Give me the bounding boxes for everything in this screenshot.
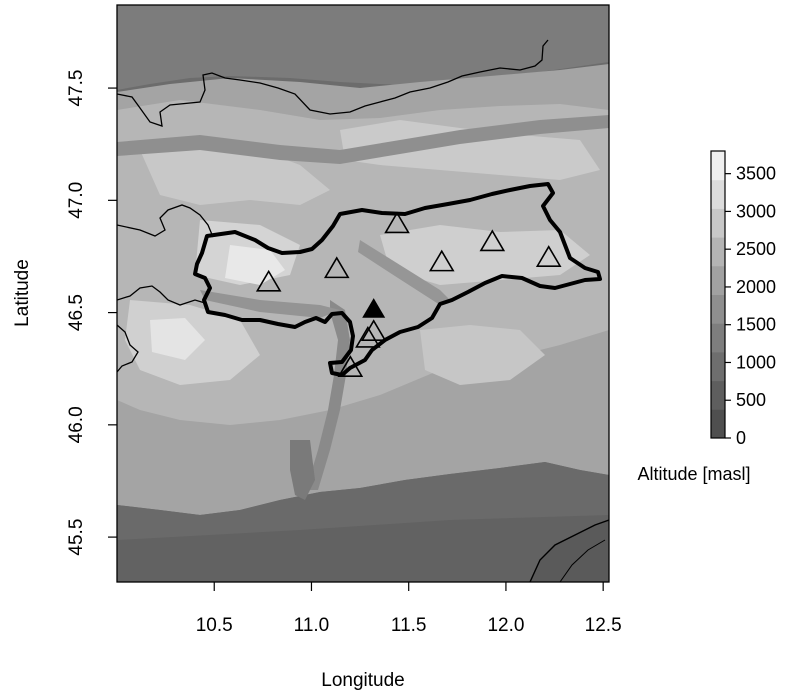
y-tick-label: 46.5 (66, 294, 87, 331)
terrain-relief (117, 5, 609, 582)
x-tick-label: 12.5 (585, 615, 622, 636)
colorbar-tick-label: 1000 (736, 352, 776, 372)
colorbar-swatch (711, 237, 725, 267)
colorbar-swatch (711, 380, 725, 410)
y-tick-label: 47.5 (66, 70, 87, 107)
colorbar-title: Altitude [masl] (637, 464, 750, 484)
colorbar-swatch (711, 409, 725, 439)
colorbar-swatch (711, 351, 725, 382)
station-marker (428, 249, 455, 272)
y-tick-label: 47.0 (66, 182, 87, 219)
colorbar-frame (710, 150, 726, 439)
national-borders (117, 39, 549, 373)
colorbar-tick-label: 0 (736, 428, 746, 448)
x-tick-label: 11.0 (294, 615, 330, 636)
colorbar-tick-label: 500 (736, 390, 766, 410)
x-tick-label: 12.0 (487, 615, 524, 636)
x-tick-label: 10.5 (196, 615, 233, 636)
colorbar-tick-label: 3500 (736, 164, 776, 184)
station-marker (355, 325, 381, 348)
y-tick-label: 45.5 (66, 519, 87, 556)
colorbar-tick-label: 2000 (736, 277, 776, 297)
station-marker (337, 355, 364, 377)
y-axis: 45.5 46.0 46.5 47.0 47.5 (66, 70, 117, 556)
colorbar-tick-label: 2500 (736, 239, 776, 259)
station-marker (360, 319, 387, 342)
colorbar-swatch (711, 323, 725, 353)
station-marker (479, 229, 506, 252)
station-marker (323, 256, 350, 279)
colorbar-tick-label: 1500 (736, 315, 776, 335)
colorbar-swatch (711, 179, 725, 209)
y-tick-label: 46.0 (66, 406, 87, 443)
station-marker (384, 211, 410, 234)
plot-frame (116, 4, 610, 583)
x-tick-label: 11.5 (391, 615, 427, 636)
colorbar-tick-label: 3000 (736, 201, 776, 221)
colorbar-swatch (711, 151, 725, 181)
stations-layer (255, 211, 562, 377)
reference-station-marker (362, 298, 386, 318)
y-axis-title: Latitude (12, 259, 33, 327)
x-axis-title: Longitude (321, 670, 404, 691)
colorbar-swatch (711, 294, 725, 324)
colorbar-swatch (711, 208, 725, 238)
colorbar-ticks: 0 500 1000 1500 2000 2500 3000 3500 (725, 164, 776, 448)
colorbar-swatch (711, 265, 725, 295)
station-marker (535, 245, 562, 267)
station-marker (255, 269, 282, 292)
altitude-colorbar (710, 150, 726, 439)
x-axis: 10.5 11.0 11.5 12.0 12.5 (196, 582, 622, 636)
